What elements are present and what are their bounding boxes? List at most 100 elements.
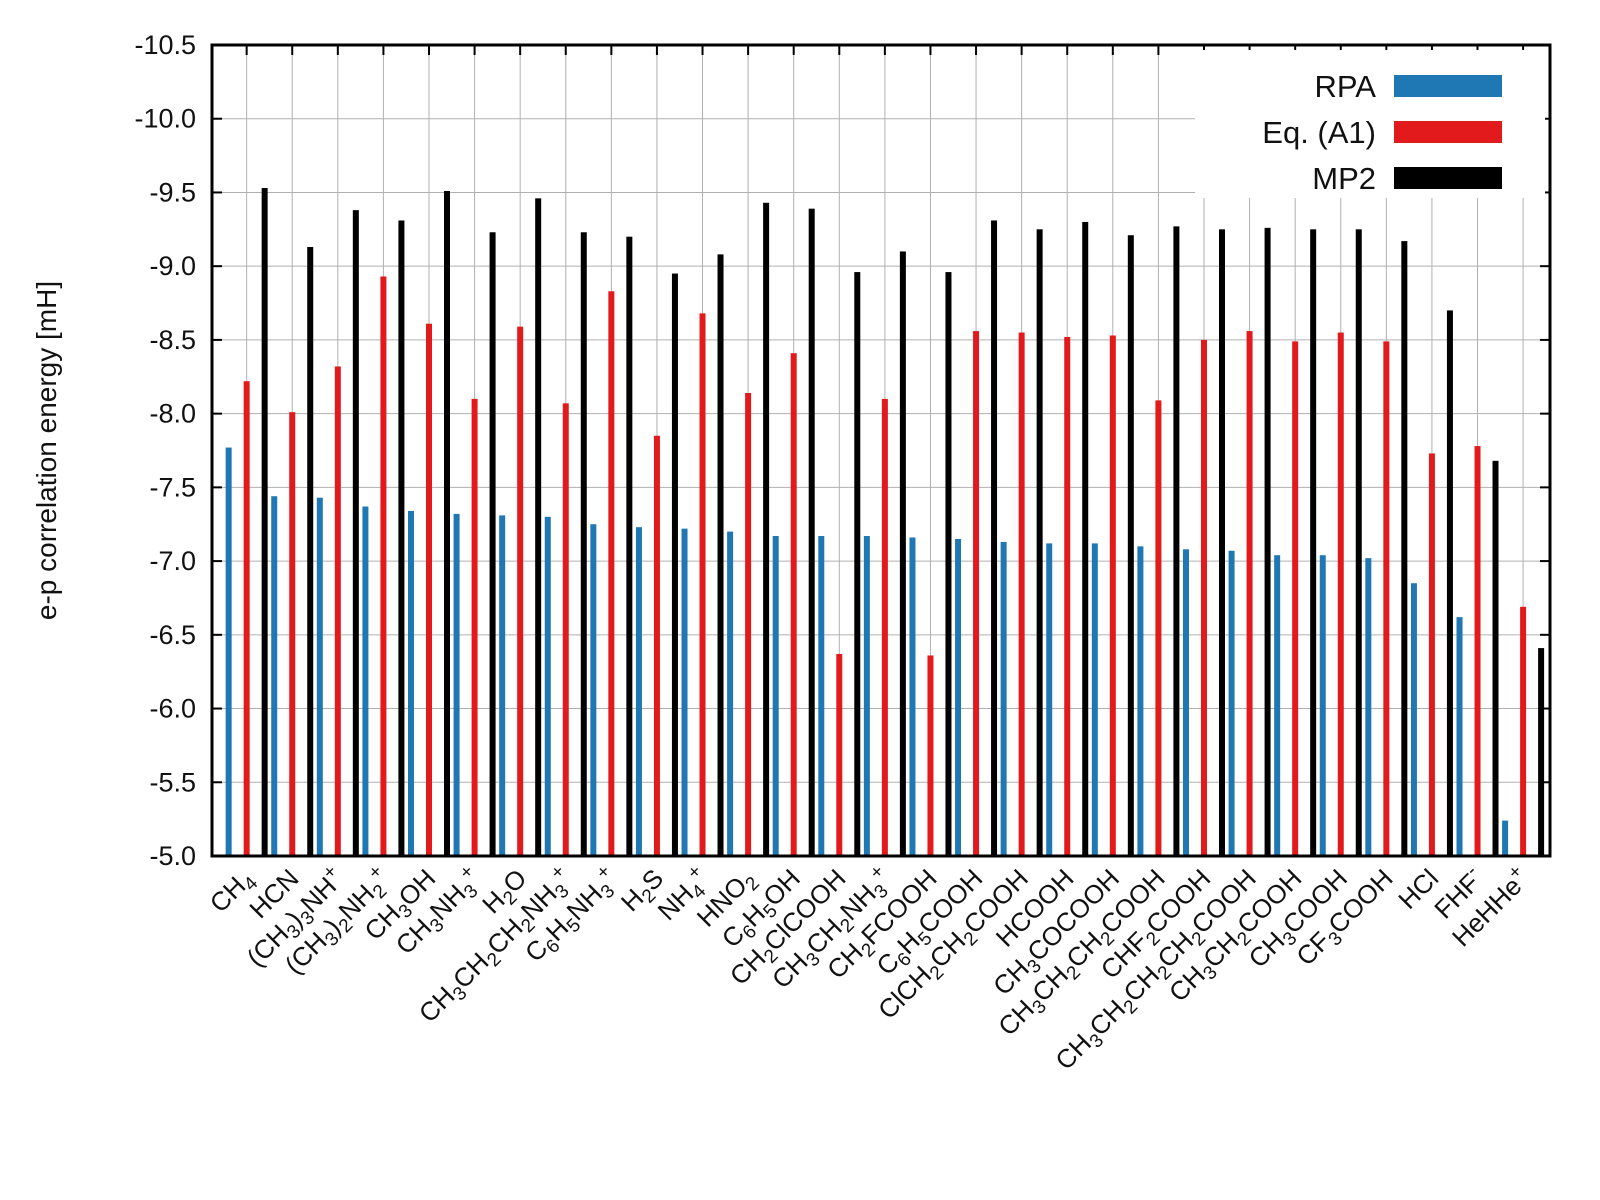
bar-rpa-22 — [1228, 550, 1235, 856]
bar-rpa-28 — [1502, 820, 1509, 856]
bar-rpa-6 — [499, 515, 506, 856]
y-tick-label: -8.0 — [149, 399, 196, 429]
bar-rpa-2 — [316, 497, 323, 856]
bar-mp2-15 — [945, 272, 952, 857]
bar-eq-a1-16 — [973, 331, 980, 856]
bar-rpa-8 — [590, 524, 597, 856]
bar-mp2-9 — [671, 273, 678, 856]
bar-eq-a1-4 — [425, 323, 432, 856]
bar-eq-a1-18 — [1064, 336, 1071, 857]
bar-mp2-21 — [1218, 229, 1225, 856]
bar-eq-a1-10 — [699, 313, 706, 856]
legend-label: MP2 — [1312, 161, 1376, 196]
bar-mp2-6 — [535, 198, 542, 856]
bar-eq-a1-26 — [1428, 453, 1435, 856]
bar-mp2-24 — [1355, 229, 1362, 856]
bar-eq-a1-0 — [243, 381, 250, 856]
bar-mp2-17 — [1036, 229, 1043, 856]
bar-eq-a1-24 — [1337, 332, 1344, 856]
bar-mp2-20 — [1173, 226, 1180, 857]
bar-eq-a1-15 — [927, 655, 934, 856]
bar-rpa-24 — [1319, 555, 1326, 856]
legend-swatch — [1394, 121, 1502, 143]
bar-eq-a1-20 — [1155, 400, 1162, 856]
y-tick-label: -9.0 — [149, 251, 196, 281]
bar-mp2-4 — [443, 190, 450, 857]
bar-eq-a1-19 — [1109, 335, 1116, 856]
bar-rpa-14 — [863, 536, 870, 856]
x-category-label: C6​H5​OH — [716, 863, 810, 957]
bar-mp2-7 — [580, 232, 587, 856]
legend-swatch — [1394, 167, 1502, 189]
bar-mp2-18 — [1082, 221, 1089, 857]
bar-rpa-12 — [772, 536, 779, 856]
bar-mp2-8 — [626, 236, 633, 856]
bar-eq-a1-13 — [836, 653, 843, 856]
bars — [225, 188, 1545, 857]
bar-eq-a1-17 — [1018, 332, 1025, 856]
legend-label: Eq. (A1) — [1262, 115, 1376, 150]
bar-eq-a1-27 — [1474, 446, 1481, 856]
bar-eq-a1-28 — [1520, 606, 1527, 856]
bar-eq-a1-6 — [517, 326, 524, 856]
bar-mp2-25 — [1401, 241, 1408, 856]
bar-rpa-4 — [407, 510, 414, 856]
bar-mp2-5 — [489, 232, 496, 856]
bar-eq-a1-3 — [380, 276, 387, 856]
bar-mp2-22 — [1264, 227, 1271, 857]
bar-rpa-20 — [1137, 546, 1144, 856]
plot-frame — [210, 43, 1552, 858]
y-tick-label: -10.0 — [134, 104, 196, 134]
bar-rpa-17 — [1000, 541, 1007, 856]
bar-eq-a1-8 — [608, 291, 615, 856]
bar-eq-a1-21 — [1200, 339, 1207, 857]
bar-mp2-0 — [261, 188, 268, 857]
bar-eq-a1-11 — [745, 392, 752, 856]
bar-eq-a1-23 — [1292, 341, 1299, 856]
bar-mp2-2 — [352, 210, 359, 856]
y-tick-label: -5.0 — [149, 841, 196, 871]
bar-eq-a1-1 — [289, 412, 296, 856]
bar-rpa-19 — [1091, 543, 1098, 856]
bar-rpa-27 — [1456, 617, 1463, 856]
bar-rpa-26 — [1410, 583, 1417, 856]
bar-mp2-13 — [854, 272, 861, 857]
bar-rpa-23 — [1274, 555, 1281, 856]
bar-rpa-25 — [1365, 558, 1372, 856]
bar-mp2-23 — [1310, 229, 1317, 856]
y-tick-label: -5.5 — [149, 767, 196, 797]
bar-eq-a1-25 — [1383, 341, 1390, 856]
y-tick-label: -7.5 — [149, 472, 196, 502]
legend: RPA Eq. (A1) MP2 — [1195, 50, 1545, 198]
bar-mp2-10 — [717, 254, 724, 857]
bar-rpa-10 — [681, 528, 688, 856]
y-axis-title: e-p correlation energy [mH] — [31, 281, 62, 620]
bar-rpa-3 — [362, 506, 369, 856]
bar-rpa-7 — [544, 516, 551, 856]
bar-eq-a1-22 — [1246, 331, 1253, 856]
bar-rpa-0 — [225, 447, 232, 856]
bar-rpa-9 — [635, 527, 642, 856]
bar-eq-a1-14 — [881, 398, 888, 856]
legend-label: RPA — [1315, 69, 1377, 104]
bar-rpa-5 — [453, 513, 460, 856]
bar-rpa-16 — [955, 538, 962, 856]
bar-mp2-16 — [991, 220, 998, 857]
bar-mp2-26 — [1446, 310, 1453, 856]
bar-mp2-14 — [899, 251, 906, 856]
bar-eq-a1-7 — [562, 403, 569, 856]
bar-mp2-1 — [307, 247, 314, 857]
bar-eq-a1-5 — [471, 398, 478, 856]
bar-rpa-21 — [1182, 549, 1189, 856]
y-tick-label: -8.5 — [149, 325, 196, 355]
bar-eq-a1-12 — [790, 353, 797, 856]
y-tick-label: -10.5 — [134, 30, 196, 60]
bar-rpa-1 — [271, 496, 278, 856]
bar-mp2-28 — [1538, 648, 1545, 856]
bar-mp2-3 — [398, 220, 405, 857]
bar-eq-a1-2 — [334, 366, 341, 856]
y-tick-label: -9.5 — [149, 177, 196, 207]
bar-rpa-18 — [1046, 543, 1053, 856]
bar-mp2-19 — [1127, 235, 1134, 856]
